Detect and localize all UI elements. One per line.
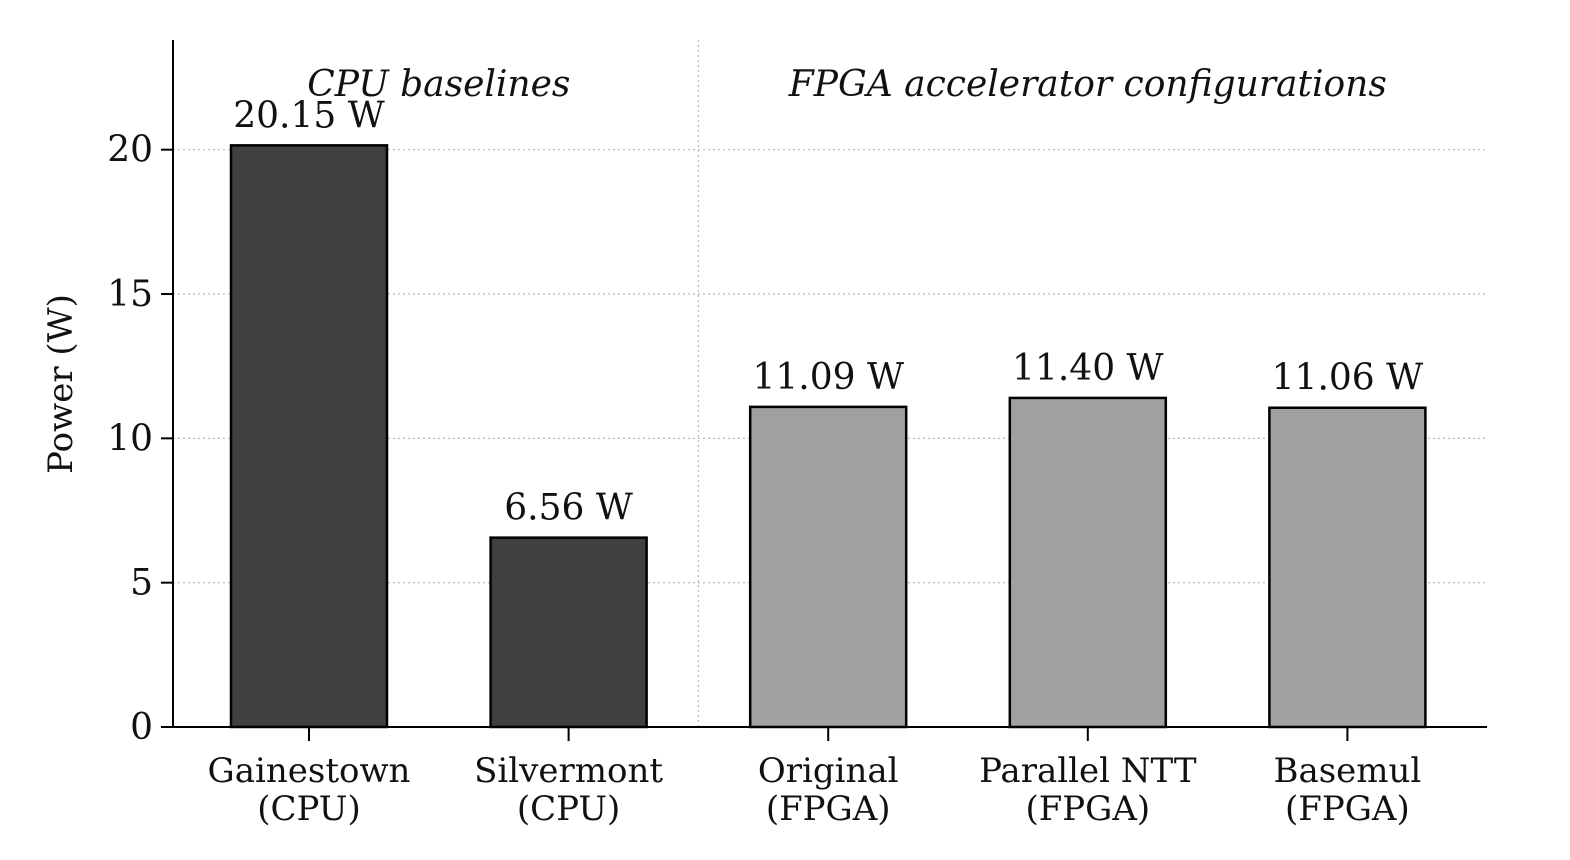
x-tick-label-line: Silvermont <box>474 751 663 791</box>
x-tick-label-line: (FPGA) <box>766 789 891 829</box>
bar <box>489 536 648 729</box>
bar <box>748 405 908 729</box>
x-tick-label: Original (FPGA) <box>758 751 899 829</box>
y-tick-label: 20 <box>107 130 153 171</box>
x-tick-label: Silvermont (CPU) <box>474 751 663 829</box>
bar <box>229 144 389 729</box>
axes <box>172 40 1487 728</box>
x-tick-label-line: (CPU) <box>517 789 620 829</box>
x-tick-label-line: Gainestown <box>208 751 411 791</box>
y-tick-label: 10 <box>107 418 153 459</box>
x-tick-label-line: Basemul <box>1273 751 1421 791</box>
y-axis-label: Power (W) <box>41 294 81 474</box>
bar-value-label: 11.06 W <box>1272 358 1424 399</box>
x-tick-label: Basemul (FPGA) <box>1273 751 1421 829</box>
y-tick-label: 15 <box>107 274 153 315</box>
group-label: FPGA accelerator configurations <box>788 64 1387 105</box>
x-tick-label: Gainestown (CPU) <box>208 751 411 829</box>
x-tick-label-line: Parallel NTT <box>979 751 1197 791</box>
x-tick-label-line: (FPGA) <box>1025 789 1150 829</box>
x-tick-label: Parallel NTT (FPGA) <box>979 751 1197 829</box>
bar <box>1008 396 1168 729</box>
bar-value-label: 20.15 W <box>233 95 385 136</box>
y-tick-label: 0 <box>130 707 153 748</box>
x-tick-label-line: Original <box>758 751 899 791</box>
bars <box>229 144 1427 729</box>
group-labels: CPU baselines FPGA accelerator configurat… <box>307 64 1387 105</box>
bar-value-label: 6.56 W <box>504 488 633 529</box>
value-labels: 20.15 W 6.56 W 11.09 W 11.40 W 11.06 W <box>233 95 1423 528</box>
x-tick-label-line: (CPU) <box>257 789 360 829</box>
y-tick-label: 5 <box>130 563 153 604</box>
x-ticks: Gainestown (CPU)Silvermont (CPU)Original (F… <box>208 727 1421 829</box>
bar <box>1268 406 1427 729</box>
bar-value-label: 11.09 W <box>752 357 904 398</box>
x-tick-label-line: (FPGA) <box>1285 789 1410 829</box>
bar-value-label: 11.40 W <box>1012 348 1164 389</box>
y-ticks: 0 5 10 15 20 <box>107 130 173 748</box>
group-label: CPU baselines <box>307 64 570 105</box>
